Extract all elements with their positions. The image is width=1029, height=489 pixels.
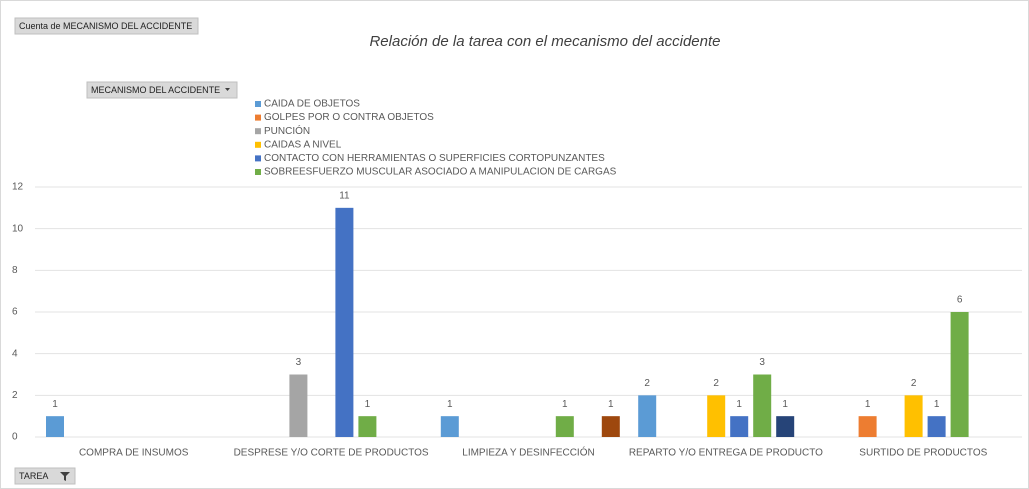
y-tick-label: 4 — [12, 348, 18, 359]
bar — [950, 312, 969, 437]
data-label: 1 — [736, 399, 742, 410]
legend-label: CAIDA DE OBJETOS — [264, 99, 360, 110]
y-tick-label: 2 — [12, 390, 18, 401]
bar — [730, 416, 749, 437]
legend-swatch — [255, 155, 261, 162]
bar — [440, 416, 459, 437]
bar — [638, 395, 657, 437]
bar — [776, 416, 795, 437]
bar — [335, 207, 354, 437]
data-label: 11 — [339, 190, 350, 201]
data-label: 2 — [911, 378, 917, 389]
x-tick-label: DESPRESE Y/O CORTE DE PRODUCTOS — [234, 448, 429, 459]
value-field-label: Cuenta de MECANISMO DEL ACCIDENTE — [19, 21, 192, 31]
legend-field-button[interactable]: MECANISMO DEL ACCIDENTE — [86, 81, 238, 99]
data-label: 1 — [782, 399, 788, 410]
axis-field-button[interactable]: TAREA — [14, 467, 76, 485]
legend-label: GOLPES POR O CONTRA OBJETOS — [264, 112, 434, 123]
data-label: 1 — [934, 399, 940, 410]
legend-swatch — [255, 141, 261, 148]
legend-swatch — [255, 101, 261, 107]
bar — [927, 416, 946, 437]
data-label: 1 — [52, 399, 58, 410]
legend-field-label: MECANISMO DEL ACCIDENTE — [91, 85, 220, 95]
bar — [601, 416, 620, 437]
axis-field-label: TAREA — [19, 471, 48, 481]
data-label: 2 — [644, 378, 650, 389]
legend-label: PUNCIÓN — [264, 124, 310, 137]
legend-swatch — [255, 114, 261, 121]
value-field-button[interactable]: Cuenta de MECANISMO DEL ACCIDENTE — [14, 17, 199, 35]
x-tick-label: LIMPIEZA Y DESINFECCIÓN — [462, 446, 594, 459]
legend-label: CAIDAS A NIVEL — [264, 139, 342, 150]
y-tick-label: 10 — [12, 223, 24, 234]
x-tick-label: REPARTO Y/O ENTREGA DE PRODUCTO — [629, 448, 823, 459]
y-tick-label: 8 — [12, 265, 18, 276]
legend-label: SOBREESFUERZO MUSCULAR ASOCIADO A MANIPU… — [264, 167, 617, 178]
data-label: 1 — [865, 399, 871, 410]
y-tick-label: 12 — [12, 182, 24, 193]
data-label: 1 — [365, 399, 371, 410]
bar — [858, 416, 877, 437]
bar — [904, 395, 923, 437]
data-label: 3 — [759, 357, 765, 368]
data-label: 3 — [296, 357, 302, 368]
x-tick-label: SURTIDO DE PRODUCTOS — [859, 448, 987, 459]
bar — [555, 416, 574, 437]
bar — [289, 374, 308, 437]
x-tick-label: COMPRA DE INSUMOS — [79, 448, 189, 459]
data-label: 1 — [608, 399, 614, 410]
legend-swatch — [255, 169, 261, 175]
chart-title: Relación de la tarea con el mecanismo de… — [369, 33, 720, 50]
bar — [358, 416, 377, 437]
bar — [753, 374, 772, 437]
bar — [46, 416, 64, 437]
data-label: 2 — [713, 378, 719, 389]
legend-swatch — [255, 128, 261, 135]
y-tick-label: 0 — [12, 432, 18, 443]
bar — [707, 395, 726, 437]
data-label: 1 — [562, 399, 568, 410]
data-label: 1 — [447, 399, 453, 410]
data-label: 6 — [957, 295, 963, 306]
y-tick-label: 6 — [12, 307, 18, 318]
legend-label: CONTACTO CON HERRAMIENTAS O SUPERFICIES … — [264, 153, 605, 164]
